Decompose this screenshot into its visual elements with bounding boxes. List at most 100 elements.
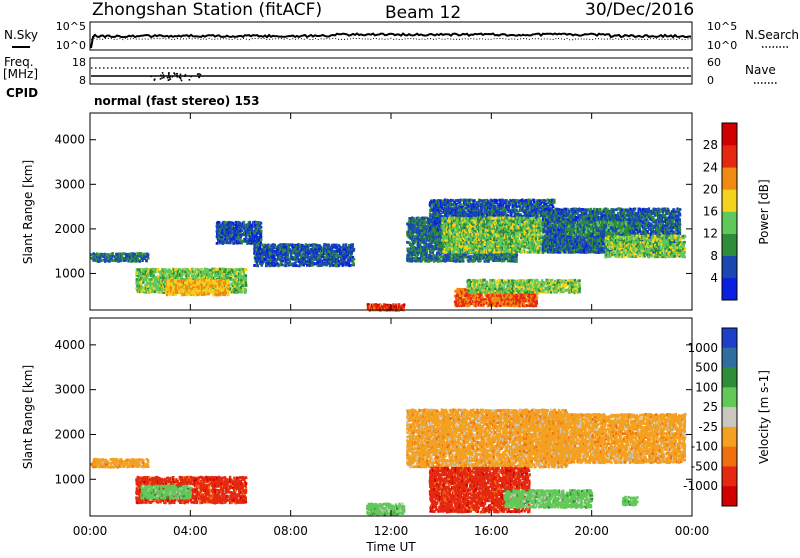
heatmap-cell — [100, 259, 102, 262]
heatmap-cell — [175, 285, 177, 288]
heatmap-cell — [191, 268, 193, 271]
freq-dip-dot — [180, 74, 182, 76]
heatmap-cell — [121, 255, 123, 258]
freq-dip-dot — [198, 73, 200, 75]
heatmap-cell — [243, 271, 245, 274]
heatmap-cell — [140, 252, 142, 255]
station-title: Zhongshan Station (fitACF) — [92, 0, 322, 20]
heatmap-cell — [260, 226, 262, 229]
heatmap-cell — [230, 231, 232, 234]
freq-dip-dot — [162, 72, 164, 74]
heatmap-cell — [142, 281, 144, 284]
freq-dip-dot — [167, 77, 169, 79]
noise-search-label: N.Search — [745, 28, 799, 42]
heatmap-cell — [449, 207, 451, 210]
freq-dip-dot — [179, 77, 181, 79]
heatmap-cell — [257, 243, 259, 246]
power-heatmap — [90, 199, 686, 312]
heatmap-cell — [432, 254, 434, 257]
nave-label: Nave — [745, 63, 776, 77]
heatmap-cell — [353, 248, 355, 251]
heatmap-cell — [198, 269, 200, 272]
heatmap-cell — [261, 243, 263, 246]
heatmap-cell — [455, 199, 457, 202]
heatmap-cell — [171, 279, 173, 282]
heatmap-cell — [249, 221, 251, 224]
freq-dip-dot — [154, 79, 156, 81]
freq-dip-dot — [163, 74, 165, 76]
heatmap-cell — [157, 268, 159, 271]
freq-dip-dot — [181, 80, 183, 82]
freq-right-tick-bottom: 0 — [707, 74, 714, 87]
heatmap-cell — [517, 210, 519, 213]
heatmap-cell — [180, 283, 182, 286]
heatmap-cell — [153, 287, 155, 290]
heatmap-cell — [440, 228, 442, 231]
heatmap-cell — [151, 277, 153, 280]
heatmap-cell — [241, 226, 243, 229]
noise-sky-series — [91, 34, 691, 49]
heatmap-cell — [270, 252, 272, 255]
heatmap-cell — [403, 303, 405, 306]
heatmap-cell — [260, 238, 262, 241]
freq-right-tick-top: 60 — [707, 56, 721, 69]
heatmap-cell — [243, 221, 245, 224]
heatmap-cell — [254, 224, 256, 227]
heatmap-cell — [416, 251, 418, 254]
freq-dip-dot — [168, 79, 170, 81]
heatmap-cell — [234, 275, 236, 278]
heatmap-cell — [335, 244, 337, 247]
heatmap-cell — [122, 252, 124, 255]
heatmap-cell — [209, 287, 211, 290]
heatmap-cell — [245, 279, 247, 282]
heatmap-cell — [494, 205, 496, 208]
heatmap-cell — [421, 246, 423, 249]
heatmap-cell — [411, 260, 413, 263]
heatmap-cell — [260, 230, 262, 233]
heatmap-cell — [260, 222, 262, 225]
heatmap-cell — [345, 243, 347, 246]
heatmap-cell — [115, 253, 117, 256]
heatmap-cell — [318, 250, 320, 253]
heatmap-cell — [245, 289, 247, 292]
heatmap-cell — [140, 282, 142, 285]
noise-sky-label: N.Sky — [4, 28, 38, 42]
heatmap-cell — [112, 252, 114, 255]
heatmap-cell — [439, 213, 441, 216]
heatmap-cell — [473, 199, 475, 202]
freq-dip-dot — [170, 78, 172, 80]
heatmap-cell — [349, 264, 351, 267]
heatmap-cell — [127, 260, 129, 263]
heatmap-cell — [429, 254, 431, 257]
heatmap-cell — [245, 274, 247, 277]
heatmap-cell — [158, 279, 160, 282]
heatmap-cell — [453, 260, 455, 263]
heatmap-cell — [352, 262, 354, 265]
freq-dip-dot — [176, 75, 178, 77]
freq-dip-dot — [199, 77, 201, 79]
heatmap-cell — [281, 263, 283, 266]
heatmap-cell — [450, 257, 452, 260]
heatmap-cell — [154, 276, 156, 279]
heatmap-cell — [409, 242, 411, 245]
date-label: 30/Dec/2016 — [585, 0, 694, 20]
heatmap-cell — [232, 275, 234, 278]
heatmap-cell — [227, 241, 229, 244]
heatmap-cell — [227, 280, 229, 283]
freq-dip-dot — [189, 79, 191, 81]
heatmap-cell — [188, 274, 190, 277]
freq-dip-dot — [172, 76, 174, 78]
heatmap-cell — [134, 253, 136, 256]
heatmap-cell — [496, 199, 498, 202]
heatmap-cell — [218, 221, 220, 224]
heatmap-cell — [353, 258, 355, 261]
heatmap-cell — [460, 203, 462, 206]
freq-dip-dot — [168, 73, 170, 75]
freq-left-tick-bottom: 8 — [79, 74, 86, 87]
heatmap-cell — [509, 203, 511, 206]
freq-dip-dot — [161, 77, 163, 79]
heatmap-cell — [216, 230, 218, 233]
noise-right-tick-bottom: 10^0 — [707, 39, 737, 52]
